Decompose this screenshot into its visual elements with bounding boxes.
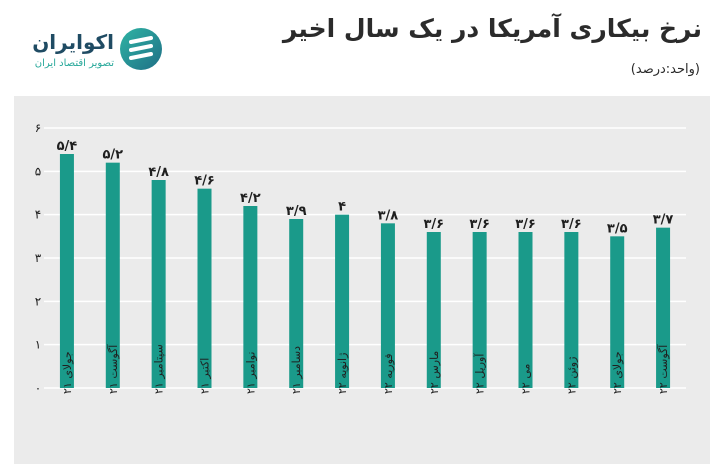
bar-value-label: ۳/۸ [378, 208, 399, 223]
x-tick-label-group: مارس ۲۲ [428, 351, 441, 394]
bar [426, 232, 441, 388]
unit-note: (واحد:درصد) [630, 62, 700, 77]
bar-value-label: ۵/۲ [102, 148, 123, 163]
ecoiran-logo-icon [120, 28, 162, 70]
y-tick-label: ۵ [35, 164, 41, 178]
chart-title: نرخ بیکاری آمریکا در یک سال اخیر [282, 14, 702, 43]
x-tick-label: جولای ۲۱ [61, 351, 74, 394]
x-tick-label: می ۲۲ [520, 364, 533, 394]
x-tick-label-group: آگوست ۲۱ [106, 344, 120, 394]
bar-value-label: ۴ [338, 200, 346, 215]
x-tick-label-group: ژوئن ۲۲ [565, 357, 578, 394]
bar-value-label: ۳/۶ [423, 217, 444, 232]
y-tick-label: ۳ [35, 251, 42, 265]
bar [472, 232, 487, 388]
y-tick-label: ۴ [35, 208, 41, 222]
x-tick-label: ژوئن ۲۲ [565, 357, 578, 394]
x-tick-label: آگوست ۲۲ [656, 344, 670, 394]
x-tick-label: آگوست ۲۱ [106, 344, 120, 394]
bar-value-label: ۴/۶ [194, 174, 215, 189]
x-tick-label-group: آگوست ۲۲ [656, 344, 670, 394]
bar [289, 219, 304, 388]
x-tick-label: اکتبر ۲۱ [199, 358, 212, 394]
y-tick-label: ۱ [35, 338, 41, 352]
y-tick-label: ۶ [35, 121, 41, 135]
x-tick-label: جولای ۲۲ [611, 351, 624, 394]
bar-value-label: ۳/۶ [515, 217, 536, 232]
y-tick-label: ۲ [35, 294, 41, 308]
bar-value-label: ۳/۶ [469, 217, 490, 232]
brand-logo: اکوایران تصویر اقتصاد ایران [14, 24, 164, 76]
bar [105, 162, 120, 388]
x-tick-label-group: نوامبر ۲۱ [244, 352, 257, 394]
bar-value-label: ۳/۷ [653, 213, 674, 228]
x-tick-label-group: می ۲۲ [520, 364, 533, 394]
bar-value-label: ۵/۴ [57, 139, 78, 154]
x-tick-label: آوریل ۲۲ [473, 353, 487, 394]
brand-tagline: تصویر اقتصاد ایران [34, 58, 114, 69]
y-tick-label: ۰ [35, 381, 41, 395]
x-tick-label-group: آوریل ۲۲ [473, 353, 487, 394]
x-tick-label-group: جولای ۲۲ [611, 351, 624, 394]
x-tick-label-group: اکتبر ۲۱ [199, 358, 212, 394]
bar-value-label: ۳/۶ [561, 217, 582, 232]
bar [610, 236, 625, 388]
x-tick-label: دسامبر ۲۱ [290, 346, 303, 394]
x-tick-label: ژانویه ۲۲ [336, 353, 349, 394]
bar-value-label: ۴/۲ [240, 191, 261, 206]
bar [151, 180, 166, 388]
x-tick-label: فوریه ۲۲ [382, 353, 395, 394]
bar [380, 223, 395, 388]
bar [197, 188, 212, 388]
bar [518, 232, 533, 388]
bar-value-label: ۴/۸ [148, 165, 169, 180]
x-tick-label-group: جولای ۲۱ [61, 351, 74, 394]
bar-value-label: ۳/۵ [607, 221, 628, 236]
bar [656, 227, 671, 388]
header: اکوایران تصویر اقتصاد ایران نرخ بیکاری آ… [0, 0, 724, 96]
x-tick-label-group: سپتامبر ۲۱ [153, 344, 166, 394]
bar [59, 154, 74, 388]
bar [335, 214, 350, 388]
x-tick-label-group: فوریه ۲۲ [382, 353, 395, 394]
x-tick-label: مارس ۲۲ [428, 351, 441, 394]
x-tick-label-group: ژانویه ۲۲ [336, 353, 349, 394]
chart-panel [14, 96, 710, 464]
x-tick-label: سپتامبر ۲۱ [153, 344, 166, 394]
bar-value-label: ۳/۹ [286, 204, 307, 219]
bar [243, 206, 258, 388]
bar-chart: ۰ ۱ ۲ ۳ ۴ ۵ ۶ ۵/۴ جولای ۲۱ ۵/۲ آگوست ۲۱ ۴/۸ سپتامبر … [35, 121, 686, 395]
brand-name: اکوایران [32, 30, 114, 54]
bar [564, 232, 579, 388]
x-tick-label-group: دسامبر ۲۱ [290, 346, 303, 394]
x-tick-label: نوامبر ۲۱ [244, 352, 257, 394]
